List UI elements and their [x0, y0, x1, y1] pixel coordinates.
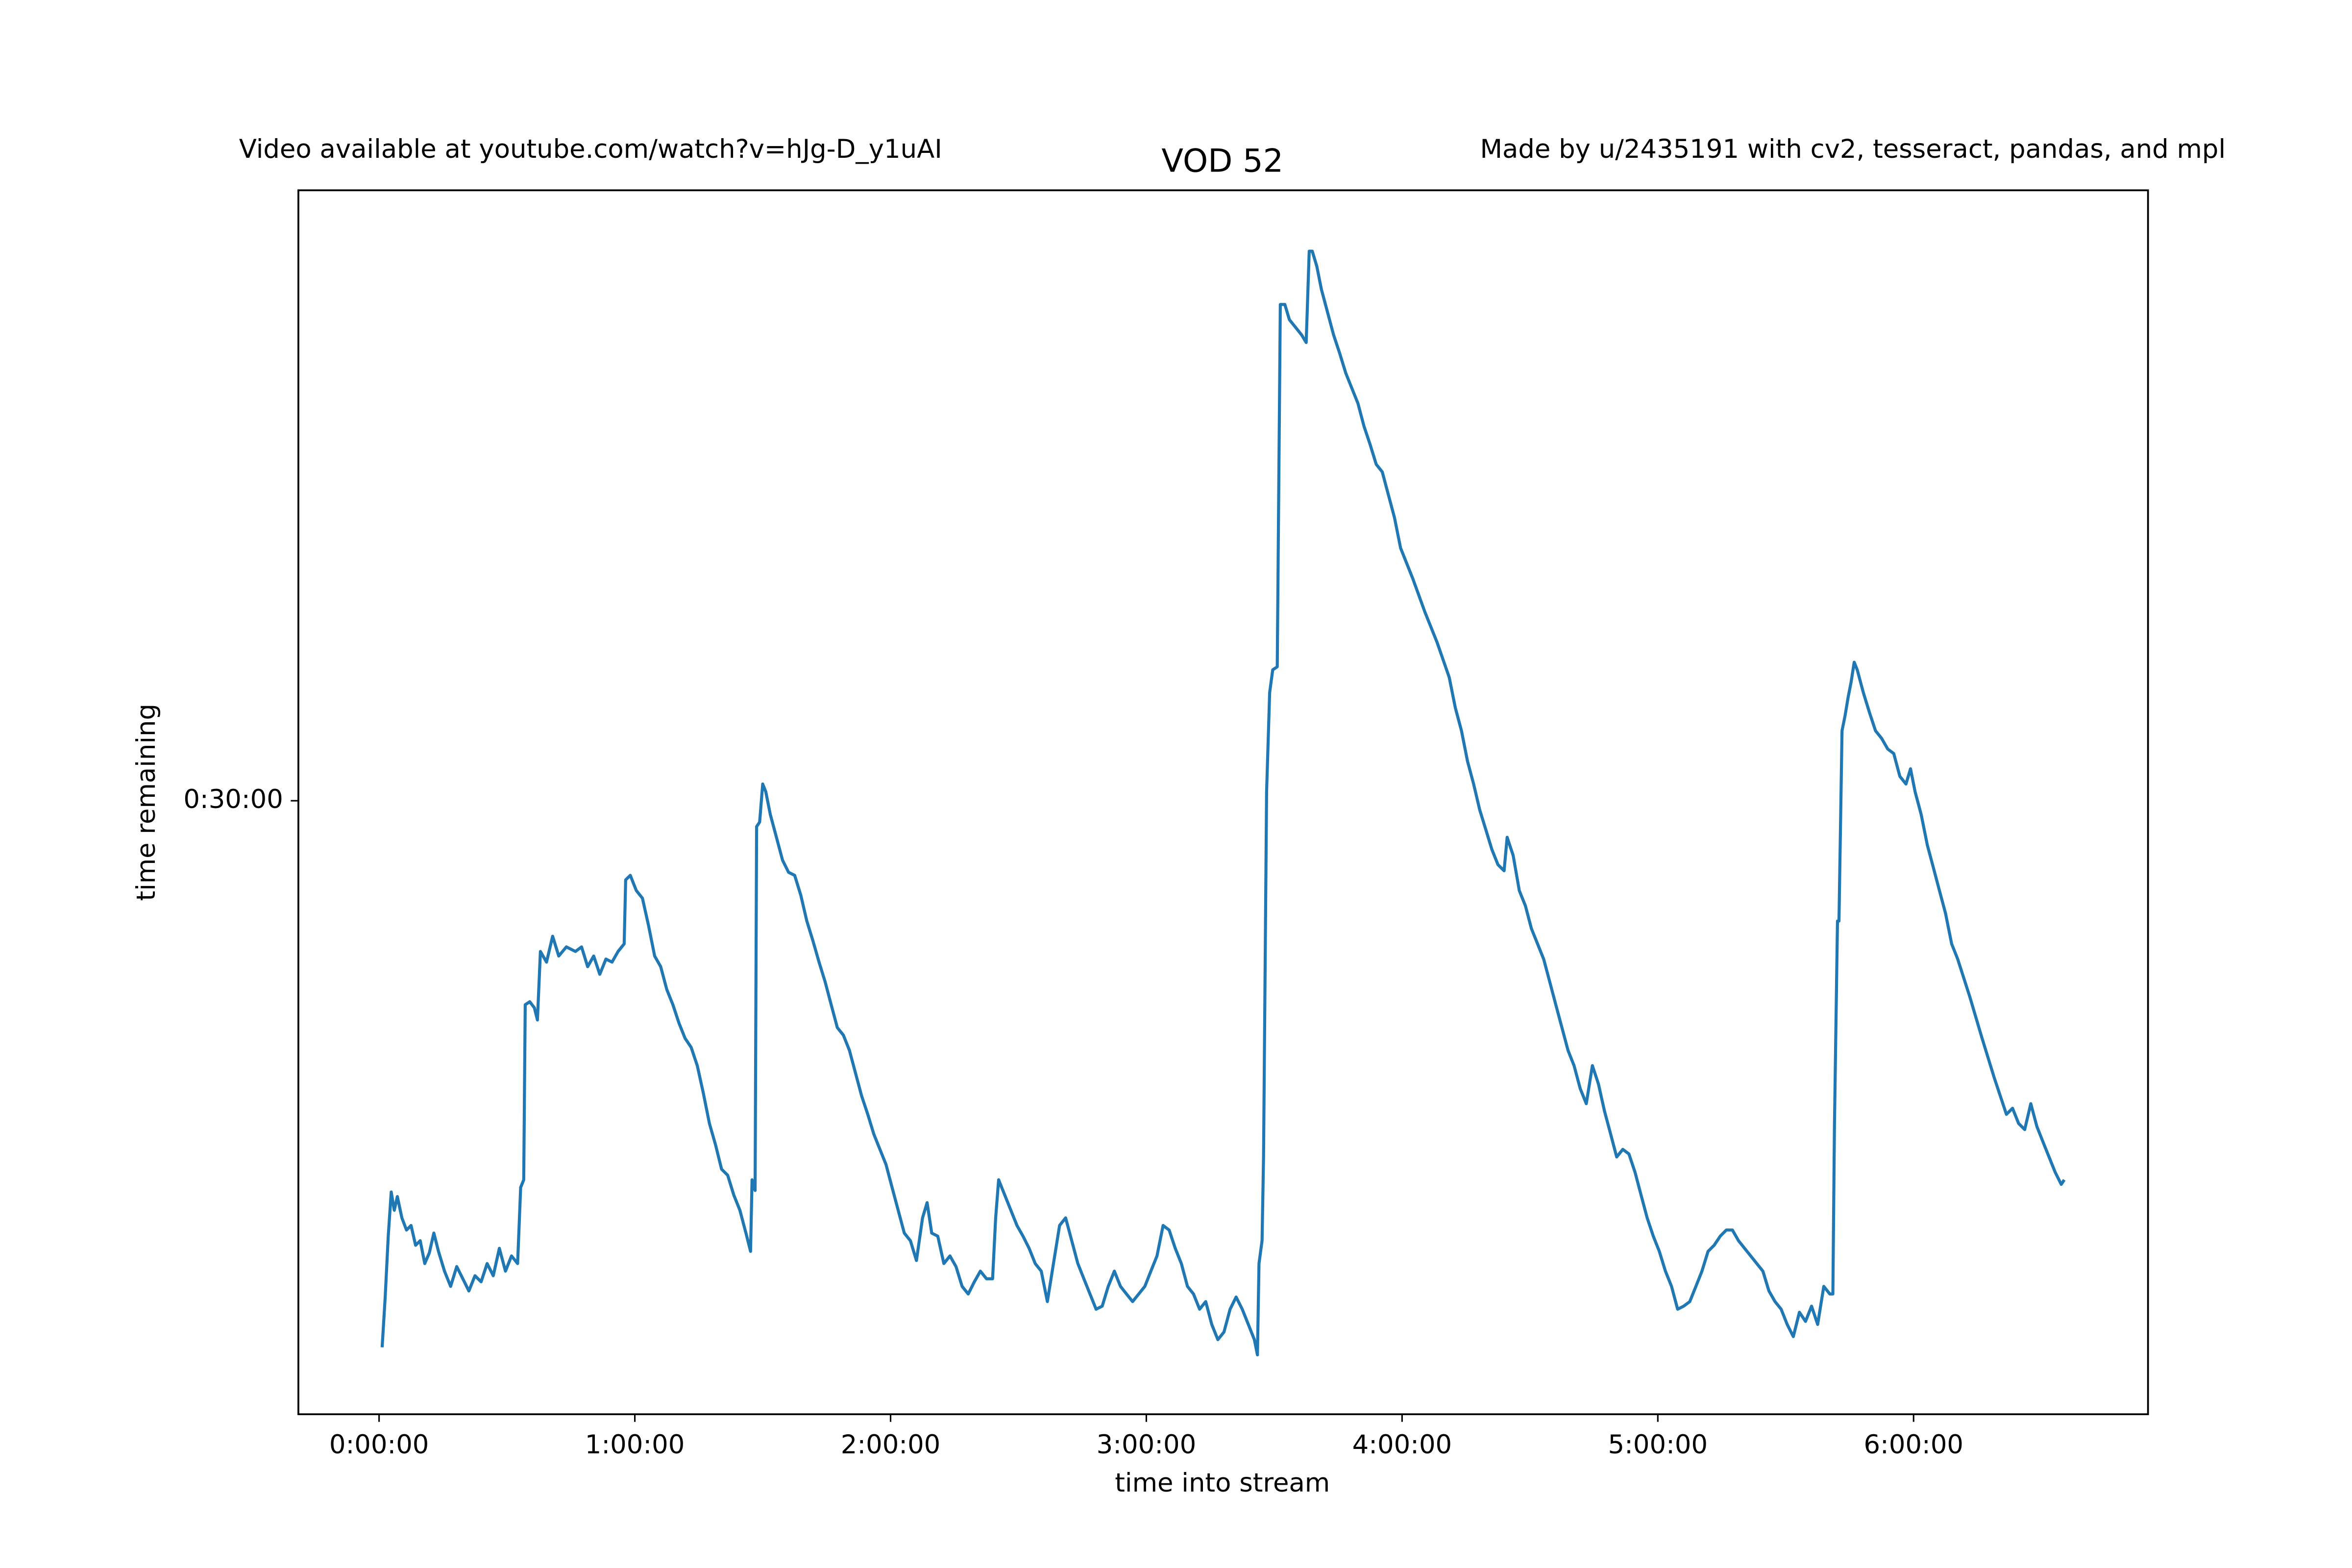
plot-frame [297, 189, 2149, 1416]
x-axis-label: time into stream [1115, 1468, 1330, 1498]
line-series [380, 249, 2066, 1357]
x-tick-label: 6:00:00 [1863, 1430, 1963, 1460]
x-tick-label: 2:00:00 [841, 1430, 941, 1460]
y-tick-label: 0:30:00 [183, 784, 283, 814]
right-note: Made by u/2435191 with cv2, tesseract, p… [1480, 134, 2226, 164]
x-tick-label: 5:00:00 [1608, 1430, 1708, 1460]
x-tick-label: 4:00:00 [1352, 1430, 1452, 1460]
x-tick-label: 1:00:00 [585, 1430, 685, 1460]
chart-title: VOD 52 [1161, 142, 1283, 179]
x-tick-label: 3:00:00 [1097, 1430, 1197, 1460]
left-note: Video available at youtube.com/watch?v=h… [239, 134, 942, 164]
y-axis-label: time remaining [131, 704, 161, 901]
x-tick-label: 0:00:00 [329, 1430, 429, 1460]
